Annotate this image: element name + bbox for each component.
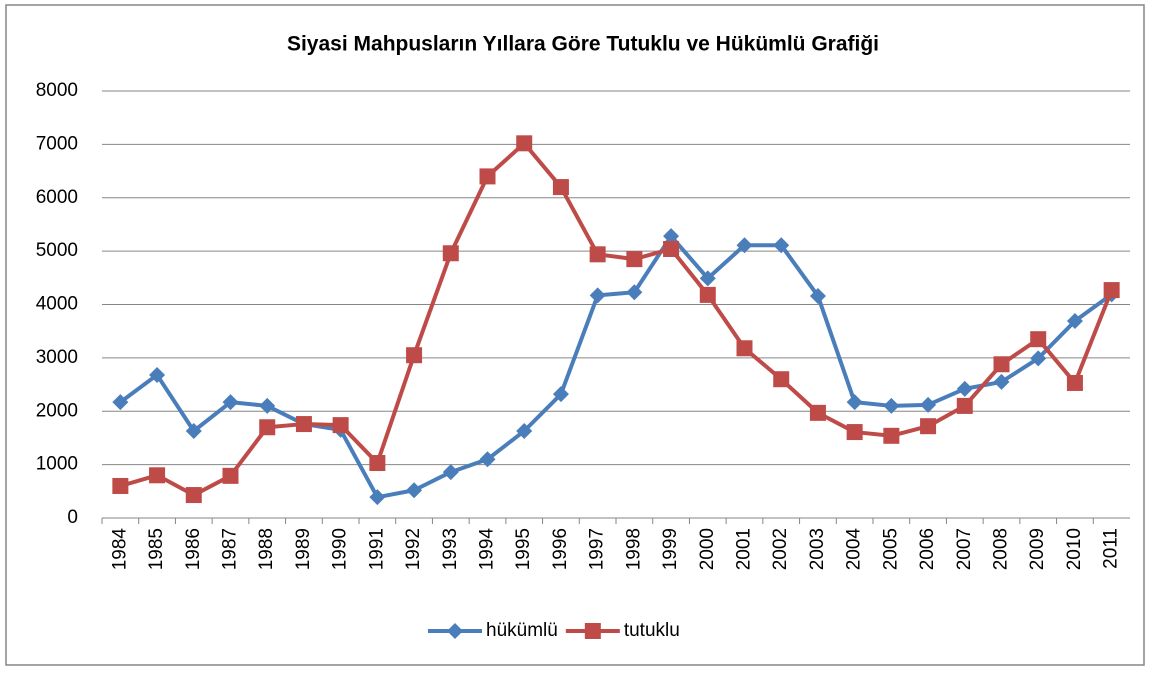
x-tick-label: 1984 — [109, 528, 130, 571]
legend-label: tutuklu — [624, 620, 680, 641]
y-tick-label: 3000 — [36, 347, 78, 368]
x-tick-label: 1990 — [330, 528, 351, 570]
point — [222, 467, 239, 484]
x-tick-label: 1989 — [293, 528, 314, 570]
x-tick-label: 1992 — [403, 528, 424, 570]
x-tick-label: 1993 — [440, 528, 461, 570]
point — [993, 373, 1010, 390]
point — [809, 287, 826, 304]
y-tick-label: 1000 — [36, 454, 78, 475]
point — [112, 394, 129, 411]
x-tick-label: 2009 — [1027, 528, 1048, 570]
x-tick-label: 2005 — [880, 528, 901, 570]
point — [809, 404, 826, 421]
point — [149, 467, 166, 484]
point — [1066, 313, 1083, 330]
point — [185, 422, 202, 439]
x-tick-label: 1988 — [256, 528, 277, 570]
x-tick-label: 1994 — [477, 528, 498, 571]
x-tick-label: 1986 — [183, 528, 204, 570]
chart-frame — [5, 4, 1145, 666]
legend-marker — [584, 623, 601, 639]
point — [699, 270, 716, 287]
chart-title: Siyasi Mahpusların Yıllara Göre Tutuklu … — [287, 33, 879, 56]
point — [1066, 374, 1083, 391]
point — [552, 179, 569, 196]
series-line — [119, 234, 1113, 500]
point — [883, 397, 900, 414]
point — [185, 487, 202, 504]
point — [626, 251, 643, 268]
point — [516, 135, 533, 152]
x-tick-label: 1996 — [550, 528, 571, 570]
legend-marker — [447, 623, 463, 639]
y-tick-label: 0 — [67, 507, 78, 528]
point — [295, 416, 312, 433]
x-tick-label: 1991 — [366, 528, 387, 570]
point — [406, 347, 423, 364]
point — [406, 482, 423, 499]
x-tick-label: 2004 — [844, 528, 865, 571]
point — [846, 394, 863, 411]
series-line — [119, 141, 1114, 498]
x-tick-label: 2008 — [991, 528, 1012, 570]
y-tick-label: 7000 — [36, 133, 78, 154]
point — [149, 366, 166, 383]
y-tick-label: 8000 — [36, 80, 78, 101]
point — [332, 417, 349, 434]
x-tick-label: 2002 — [770, 528, 791, 570]
point — [112, 477, 129, 494]
x-tick-label: 1999 — [660, 528, 681, 570]
point — [479, 451, 496, 468]
point — [259, 397, 276, 414]
point — [736, 340, 753, 357]
point — [956, 380, 973, 397]
x-tick-label: 1997 — [587, 528, 608, 570]
point — [369, 455, 386, 472]
x-tick-label: 2003 — [807, 528, 828, 570]
point — [259, 419, 276, 436]
y-tick-label: 4000 — [36, 294, 78, 315]
x-tick-label: 1998 — [623, 528, 644, 570]
x-tick-label: 1985 — [146, 528, 167, 570]
y-tick-label: 2000 — [36, 400, 78, 421]
point — [626, 284, 643, 301]
point — [663, 240, 680, 257]
point — [516, 422, 533, 439]
x-tick-label: 2006 — [917, 528, 938, 570]
legend-label: hükümlü — [486, 620, 558, 641]
point — [773, 371, 790, 388]
point — [369, 489, 386, 506]
x-tick-label: 2007 — [954, 528, 975, 570]
point — [920, 418, 937, 435]
point — [773, 237, 790, 254]
x-tick-label: 2000 — [697, 528, 718, 570]
y-tick-label: 6000 — [36, 187, 78, 208]
point — [1030, 350, 1047, 367]
point — [956, 397, 973, 414]
x-tick-label: 2011 — [1101, 528, 1122, 569]
x-tick-label: 1995 — [513, 528, 534, 570]
point — [736, 237, 753, 254]
point — [552, 386, 569, 403]
point — [589, 287, 606, 304]
y-tick-label: 5000 — [36, 240, 78, 261]
point — [883, 427, 900, 444]
point — [589, 246, 606, 263]
point — [699, 286, 716, 303]
x-tick-label: 2010 — [1064, 528, 1085, 570]
point — [663, 228, 680, 245]
x-tick-label: 2001 — [734, 528, 755, 570]
point — [479, 168, 496, 185]
point — [1030, 331, 1047, 348]
point — [846, 424, 863, 441]
point — [442, 245, 459, 262]
x-tick-label: 1987 — [220, 528, 241, 570]
point — [222, 394, 239, 411]
point — [1103, 282, 1120, 299]
point — [920, 396, 937, 413]
point — [442, 464, 459, 481]
point — [993, 356, 1010, 373]
